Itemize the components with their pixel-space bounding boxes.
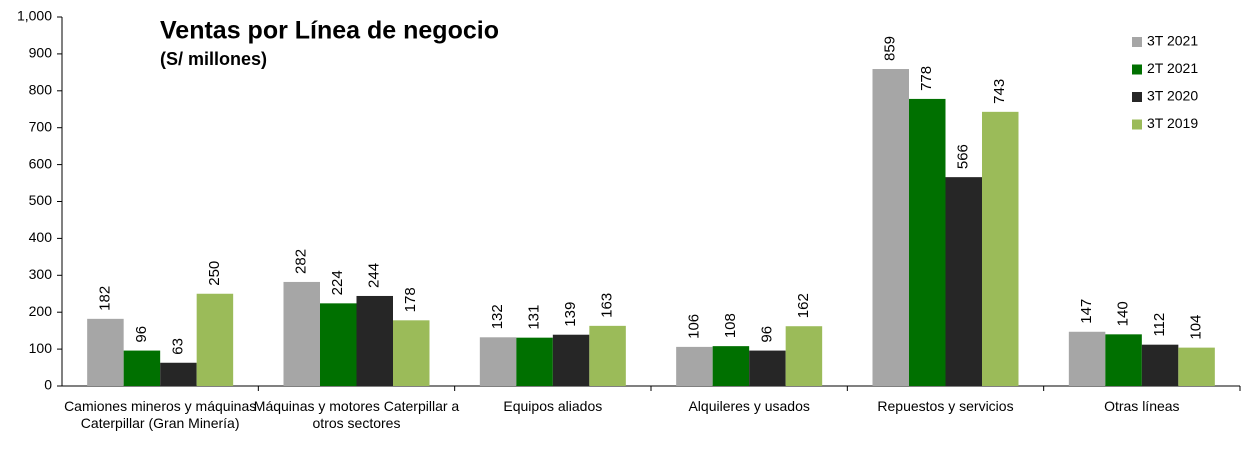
y-tick-label: 1,000: [17, 8, 52, 24]
chart-title: Ventas por Línea de negocio: [160, 17, 499, 45]
bar: [785, 326, 823, 386]
chart-subtitle: (S/ millones): [160, 49, 267, 69]
bar: [945, 177, 982, 386]
legend-swatch: [1132, 92, 1142, 102]
value-label: 566: [955, 144, 972, 169]
value-label: 282: [293, 249, 310, 274]
value-label: 250: [206, 261, 223, 286]
legend-swatch: [1132, 64, 1142, 75]
x-tick-label: Equipos aliados: [503, 398, 603, 414]
legend-swatch: [1132, 119, 1142, 130]
value-label: 162: [795, 293, 812, 318]
value-label: 224: [329, 270, 346, 295]
value-label: 178: [402, 287, 419, 312]
bar: [1178, 347, 1215, 386]
y-tick-label: 600: [29, 155, 53, 171]
value-label: 859: [882, 36, 899, 61]
value-label: 108: [722, 313, 739, 338]
bar: [356, 295, 393, 386]
value-label: 96: [758, 326, 775, 343]
bar: [516, 337, 553, 386]
value-label: 778: [918, 66, 935, 91]
value-label: 132: [489, 304, 506, 329]
value-label: 743: [991, 79, 1008, 104]
bar: [1105, 334, 1142, 386]
y-tick-label: 0: [44, 377, 52, 393]
value-label: 63: [169, 338, 186, 355]
value-label: 104: [1188, 315, 1205, 340]
bar: [123, 350, 161, 386]
bar: [1141, 344, 1179, 386]
y-tick-label: 200: [29, 303, 53, 319]
bar: [479, 337, 517, 386]
bar: [676, 346, 713, 386]
value-label: 131: [526, 305, 543, 330]
value-label: 182: [96, 286, 113, 311]
y-tick-label: 500: [29, 192, 53, 208]
bar: [552, 334, 590, 386]
bar: [712, 346, 750, 386]
bar: [196, 293, 234, 386]
value-label: 163: [599, 293, 616, 318]
x-tick-label: Camiones mineros y máquinas Caterpillar …: [64, 398, 257, 431]
bar: [1068, 331, 1106, 386]
value-label: 140: [1115, 301, 1132, 326]
x-tick-label: Alquileres y usados: [688, 398, 810, 414]
bar: [87, 318, 124, 386]
x-tick-label: Repuestos y servicios: [877, 398, 1014, 414]
bar: [589, 325, 626, 386]
bar: [393, 320, 430, 386]
bar: [749, 350, 786, 386]
value-label: 106: [685, 314, 702, 339]
bar: [872, 69, 909, 387]
bar: [320, 303, 357, 386]
y-tick-label: 800: [29, 82, 53, 98]
legend-label: 3T 2019: [1147, 115, 1198, 131]
bar: [160, 362, 197, 386]
bar: [283, 281, 320, 386]
bar: [909, 98, 946, 386]
x-tick-label: Otras líneas: [1104, 398, 1180, 414]
value-label: 112: [1151, 313, 1168, 337]
value-label: 139: [562, 302, 579, 327]
legend-swatch: [1132, 37, 1142, 47]
y-tick-label: 100: [29, 340, 53, 356]
bar: [982, 111, 1019, 386]
y-tick-label: 900: [29, 45, 53, 61]
value-label: 96: [133, 326, 150, 343]
x-tick-label: Máquinas y motores Caterpillar a otros s…: [253, 398, 460, 431]
y-tick-label: 400: [29, 229, 53, 245]
legend-label: 2T 2021: [1147, 60, 1198, 76]
legend-label: 3T 2020: [1147, 88, 1198, 104]
value-label: 244: [366, 263, 383, 288]
y-tick-label: 700: [29, 118, 53, 134]
value-label: 147: [1078, 299, 1095, 324]
legend-label: 3T 2021: [1147, 33, 1198, 49]
y-tick-label: 300: [29, 266, 53, 282]
